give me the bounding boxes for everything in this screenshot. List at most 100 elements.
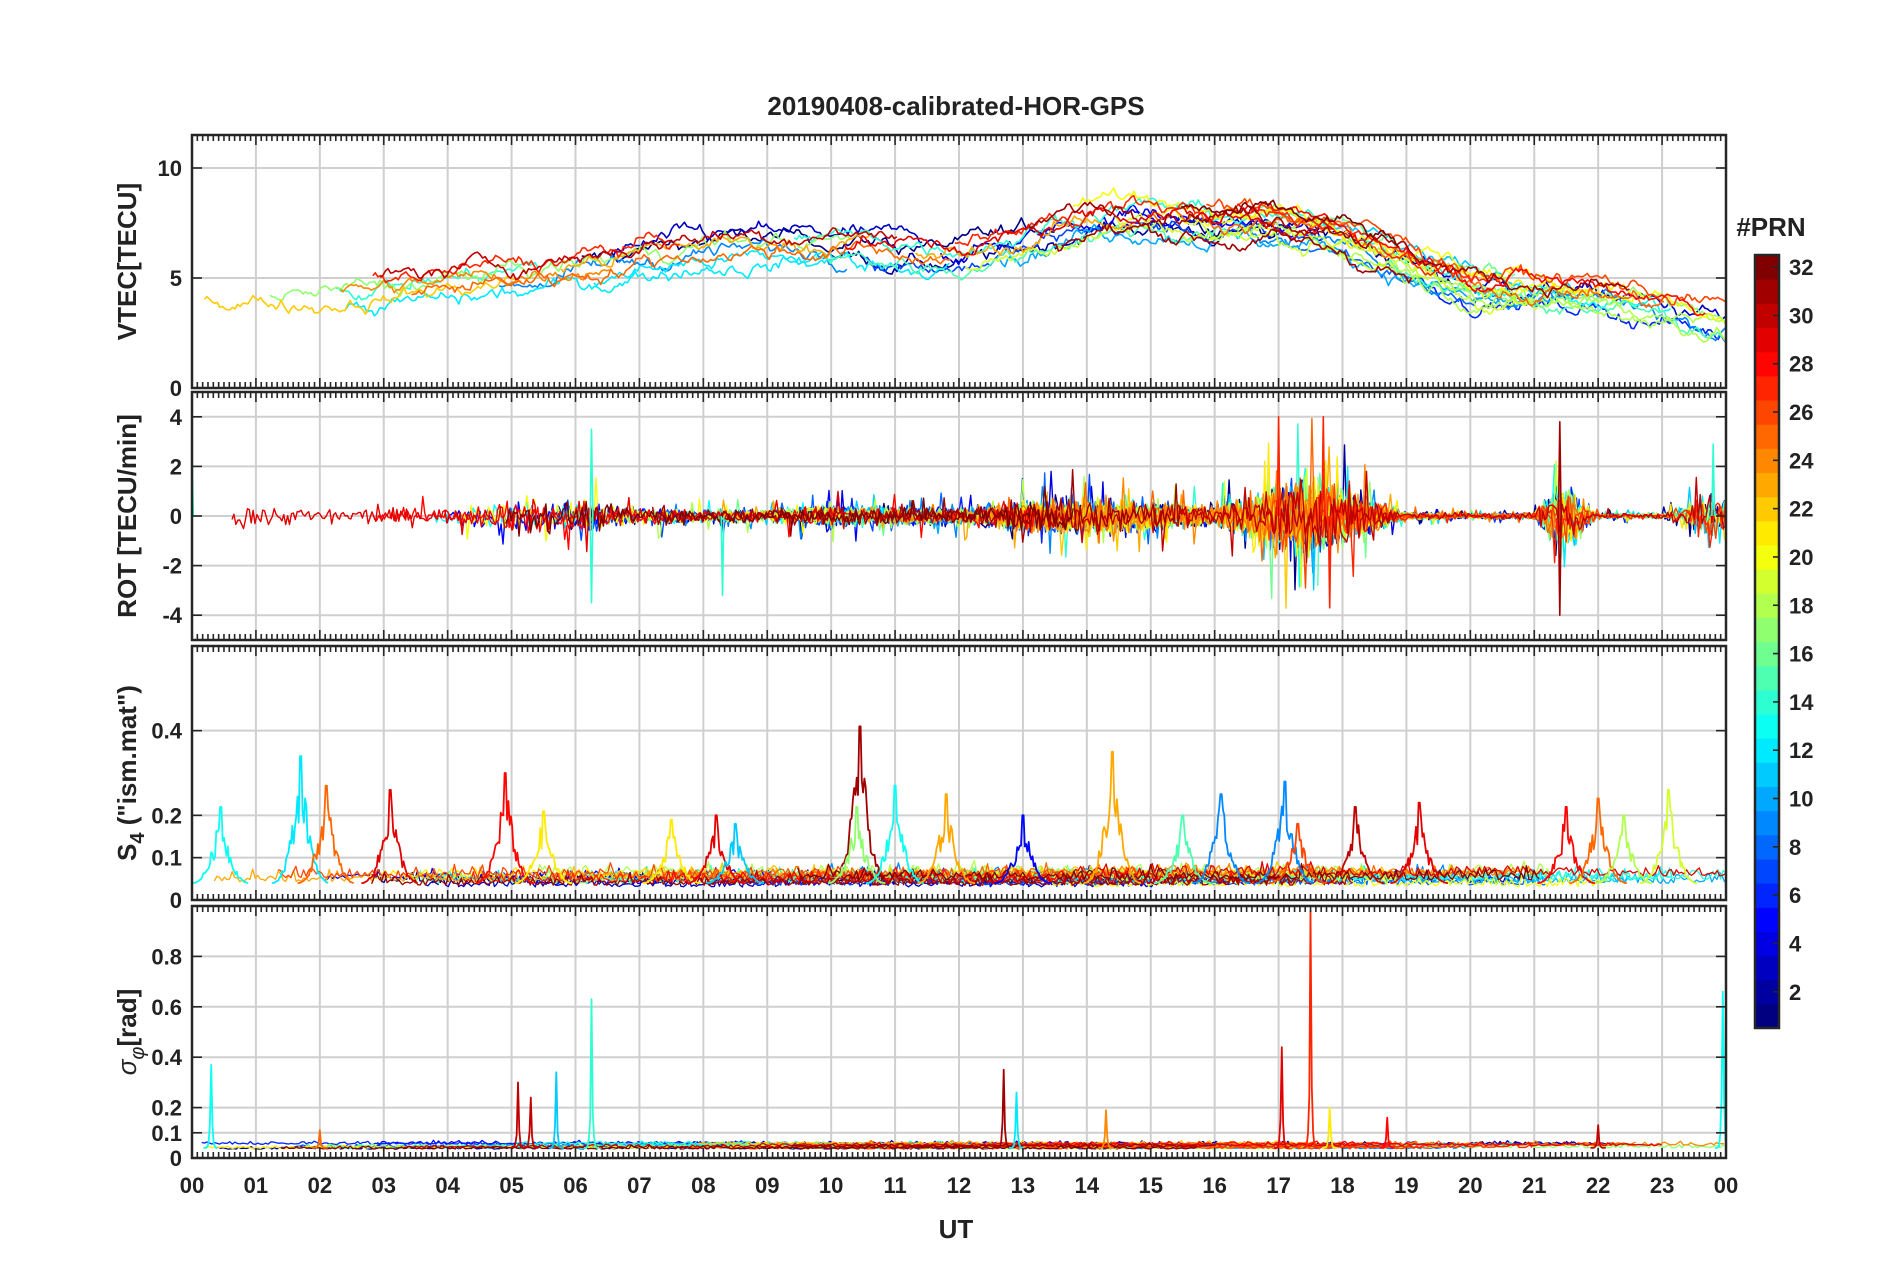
- colorbar-tick-label: 10: [1789, 787, 1813, 812]
- peak-trace: [1083, 750, 1142, 884]
- y-tick-label: 0: [170, 504, 182, 529]
- y-axis-label: σφ[rad]: [112, 989, 149, 1076]
- colorbar-swatch: [1755, 617, 1779, 643]
- x-tick-label: 14: [1075, 1173, 1100, 1198]
- x-tick-label: 17: [1266, 1173, 1290, 1198]
- peak-trace: [1192, 793, 1250, 884]
- y-tick-label: 0.4: [151, 719, 182, 744]
- prn-trace-31: [1053, 222, 1413, 284]
- panel-vtec: 0 5 10 VTEC[TECU]: [112, 133, 1728, 401]
- x-tick-label: 09: [755, 1173, 779, 1198]
- prn-trace-12: [345, 255, 836, 317]
- peak-trace: [203, 1063, 218, 1149]
- colorbar-swatch: [1755, 375, 1779, 401]
- rot-spike: [589, 428, 594, 517]
- x-ticks: [191, 646, 1727, 900]
- panel-rot: -4 -2 0 2 4 ROT [TECU/min]: [112, 390, 1728, 642]
- colorbar-swatch: [1755, 424, 1779, 449]
- prn-trace-32: [504, 486, 1074, 537]
- peak-trace: [1268, 822, 1327, 884]
- prn-trace-3: [612, 220, 923, 259]
- x-tick-label: 01: [244, 1173, 268, 1198]
- peak-trace: [297, 784, 354, 884]
- colorbar-swatch: [1755, 955, 1779, 981]
- colorbar-tick-label: 6: [1789, 883, 1801, 908]
- x-tick-label: 03: [372, 1173, 396, 1198]
- x-tick-label: 02: [308, 1173, 332, 1198]
- colorbar-swatch: [1755, 279, 1779, 304]
- colorbar-tick-label: 8: [1789, 835, 1801, 860]
- prn-trace-32: [1181, 199, 1400, 248]
- y-tick-label: 0.1: [151, 846, 182, 871]
- prn-trace-31: [371, 871, 1298, 886]
- x-tick-label: 13: [1011, 1173, 1035, 1198]
- colorbar-frame: [1753, 253, 1781, 1030]
- colorbar-tick-label: 20: [1789, 545, 1813, 570]
- prn-trace-29: [843, 207, 1334, 257]
- prn-trace-10: [999, 223, 1574, 309]
- rot-spike: [1557, 515, 1562, 616]
- x-tick-label: 05: [499, 1173, 523, 1198]
- y-tick-label: -2: [162, 554, 182, 579]
- x-tick-label: 04: [435, 1173, 460, 1198]
- y-tick-label: 0.4: [151, 1045, 182, 1070]
- data-series: [192, 416, 1726, 616]
- x-tick-label: 23: [1650, 1173, 1674, 1198]
- colorbar-swatch: [1755, 858, 1779, 884]
- y-tick-label: 0.2: [151, 1096, 182, 1121]
- y-tick-label: 0: [170, 1146, 182, 1171]
- y-label-sub: φ: [127, 1047, 149, 1060]
- data-series: [203, 187, 1726, 343]
- x-tick-label: 07: [627, 1173, 651, 1198]
- peak-trace: [271, 755, 329, 884]
- peak-trace: [1274, 1046, 1290, 1149]
- x-tick-label: 16: [1202, 1173, 1226, 1198]
- y-tick-label: 0.1: [151, 1121, 182, 1146]
- peak-trace: [1379, 1116, 1395, 1149]
- x-tick-label: 08: [691, 1173, 715, 1198]
- y-tick-label: 0.2: [151, 803, 182, 828]
- rot-spike: [1276, 416, 1281, 517]
- peak-trace: [1715, 990, 1726, 1149]
- x-tick-label: 19: [1394, 1173, 1418, 1198]
- x-tick-label: 20: [1458, 1173, 1482, 1198]
- colorbar-tick-label: 18: [1789, 593, 1813, 618]
- y-label-rest: ("ism.mat"): [112, 685, 142, 832]
- x-tick-label: 10: [819, 1173, 843, 1198]
- x-axis-label: UT: [939, 1214, 974, 1244]
- x-tick-label: 12: [947, 1173, 971, 1198]
- y-label-main: σ: [112, 1058, 142, 1075]
- panel-sigma_phi: 00.10.20.40.60.8σφ[rad]: [112, 904, 1728, 1171]
- prn-trace-22: [203, 276, 522, 315]
- colorbar-tick-label: 12: [1789, 738, 1813, 763]
- colorbar-tick-label: 24: [1789, 448, 1814, 473]
- y-tick-label: 0: [170, 888, 182, 913]
- prn-trace-32: [281, 1144, 1197, 1150]
- prn-trace-11: [1311, 219, 1576, 297]
- y-tick-label: 10: [158, 156, 182, 181]
- x-tick-label: 00: [1714, 1173, 1738, 1198]
- prn-trace-8: [1283, 238, 1490, 307]
- peak-trace: [1390, 801, 1449, 884]
- y-axis-label: VTEC[TECU]: [112, 183, 142, 340]
- peak-trace: [687, 814, 745, 884]
- peak-trace: [642, 818, 701, 884]
- colorbar-tick-label: 14: [1789, 690, 1814, 715]
- prn-trace-14: [335, 260, 539, 301]
- rot-spike: [1557, 421, 1562, 517]
- x-tick-label: 00: [180, 1173, 204, 1198]
- colorbar-tick-label: 28: [1789, 352, 1813, 377]
- prn-trace-18: [1235, 220, 1724, 329]
- y-tick-label: 2: [170, 454, 182, 479]
- colorbar-title: #PRN: [1736, 212, 1805, 242]
- rot-spike: [1321, 416, 1326, 517]
- peak-trace: [917, 793, 976, 884]
- rot-spike: [720, 515, 725, 597]
- prn-trace-23: [560, 233, 871, 273]
- peak-trace: [1098, 1109, 1114, 1149]
- peak-trace: [1639, 789, 1698, 884]
- peak-trace: [476, 772, 535, 884]
- x-tick-label: 15: [1139, 1173, 1163, 1198]
